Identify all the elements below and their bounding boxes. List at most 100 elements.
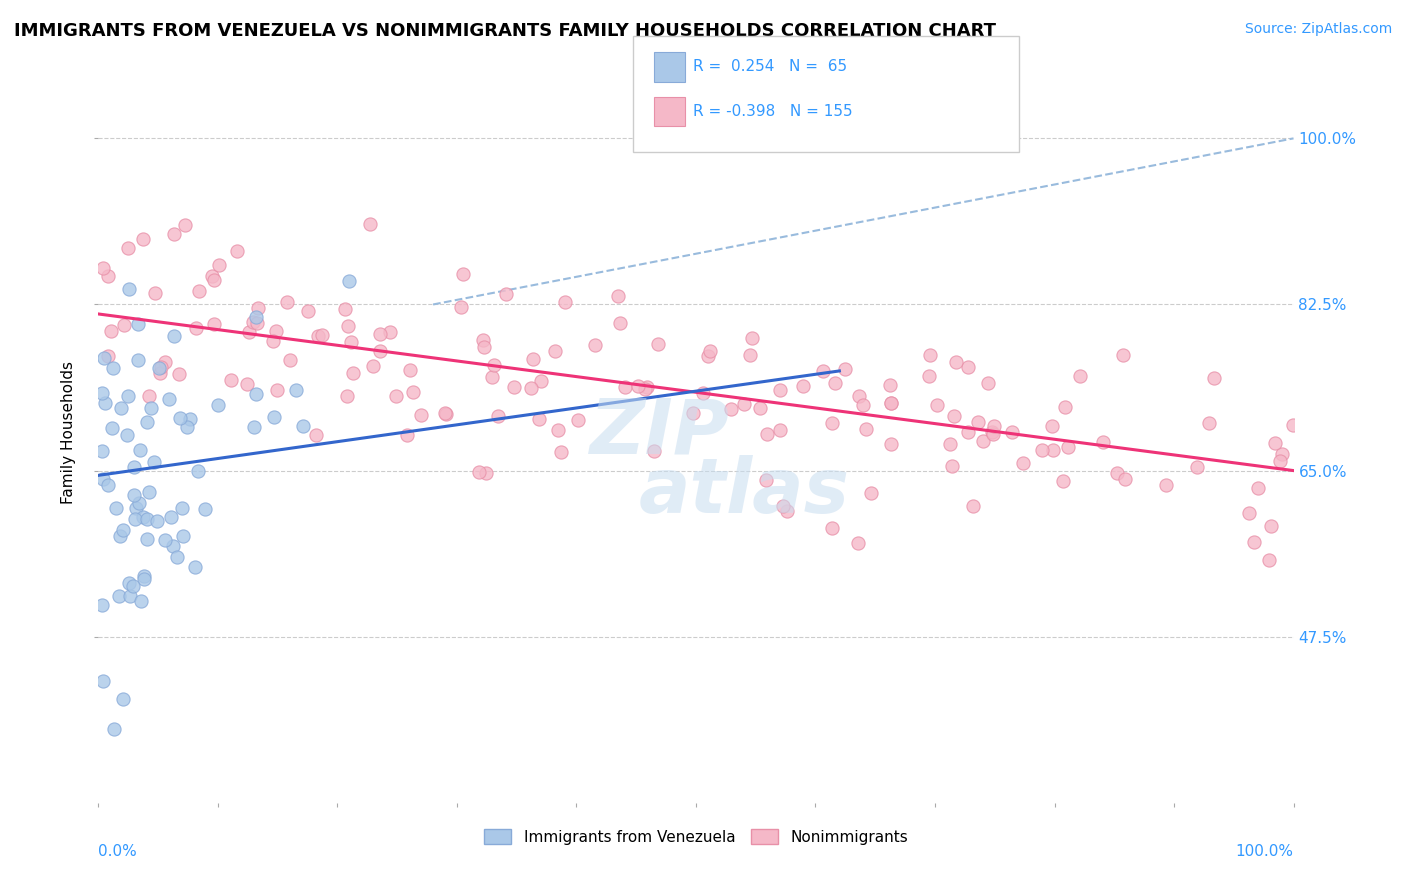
Point	[918, 368, 941, 383]
Point	[848, 389, 870, 403]
Point	[167, 367, 190, 381]
Point	[520, 381, 543, 395]
Text: ZIP: ZIP	[591, 396, 730, 469]
Point	[385, 389, 408, 403]
Point	[132, 232, 155, 246]
Point	[118, 590, 141, 604]
Point	[247, 301, 270, 315]
Point	[433, 406, 456, 420]
Point	[128, 443, 150, 458]
Point	[262, 334, 284, 349]
Point	[242, 314, 264, 328]
Point	[977, 376, 1000, 391]
Point	[769, 383, 792, 397]
Point	[149, 366, 172, 380]
Point	[956, 360, 979, 375]
Point	[91, 385, 114, 400]
Point	[143, 285, 166, 300]
Point	[153, 533, 176, 547]
Point	[824, 376, 846, 390]
Point	[733, 397, 755, 411]
Point	[245, 386, 267, 401]
Point	[100, 324, 122, 338]
Point	[720, 402, 742, 417]
Point	[179, 412, 201, 426]
Point	[450, 301, 472, 315]
Point	[124, 512, 146, 526]
Point	[471, 333, 494, 347]
Point	[495, 287, 517, 301]
Point	[834, 362, 856, 376]
Point	[149, 360, 172, 375]
Point	[297, 303, 319, 318]
Point	[748, 401, 770, 416]
Point	[278, 352, 301, 367]
Point	[776, 504, 799, 518]
Point	[207, 398, 229, 412]
Point	[112, 318, 135, 332]
Point	[163, 329, 186, 343]
Point	[1031, 443, 1053, 458]
Point	[1246, 481, 1268, 495]
Point	[1257, 553, 1279, 567]
Point	[1053, 400, 1076, 414]
Point	[311, 327, 333, 342]
Point	[226, 244, 249, 258]
Point	[93, 351, 115, 366]
Point	[411, 408, 433, 422]
Point	[1112, 348, 1135, 362]
Point	[129, 594, 152, 608]
Point	[481, 370, 503, 384]
Text: 100.0%: 100.0%	[1236, 844, 1294, 858]
Point	[202, 317, 225, 331]
Point	[395, 427, 418, 442]
Point	[1198, 416, 1220, 430]
Point	[136, 415, 159, 429]
Point	[755, 474, 778, 488]
Point	[276, 294, 298, 309]
Point	[472, 339, 495, 353]
Point	[132, 510, 155, 524]
Point	[527, 412, 550, 426]
Point	[155, 354, 177, 368]
Point	[163, 227, 186, 241]
Point	[920, 348, 942, 362]
Point	[643, 444, 665, 458]
Point	[112, 692, 135, 706]
Point	[361, 359, 384, 373]
Point	[184, 321, 207, 335]
Point	[821, 416, 844, 430]
Point	[1260, 518, 1282, 533]
Point	[1092, 434, 1115, 449]
Point	[544, 344, 567, 359]
Point	[1040, 419, 1063, 434]
Point	[169, 411, 191, 425]
Point	[337, 274, 360, 288]
Point	[1154, 478, 1177, 492]
Point	[647, 337, 669, 351]
Point	[609, 316, 631, 330]
Point	[772, 499, 794, 513]
Point	[235, 377, 257, 392]
Point	[157, 392, 180, 407]
Point	[97, 268, 120, 283]
Point	[134, 569, 156, 583]
Point	[468, 465, 491, 479]
Point	[245, 310, 267, 324]
Point	[111, 523, 134, 537]
Point	[124, 459, 146, 474]
Point	[941, 459, 963, 474]
Point	[238, 325, 260, 339]
Point	[741, 331, 763, 345]
Point	[148, 360, 170, 375]
Point	[852, 398, 875, 412]
Point	[166, 550, 188, 565]
Point	[162, 539, 184, 553]
Point	[682, 406, 704, 420]
Point	[1187, 460, 1209, 475]
Point	[202, 273, 225, 287]
Point	[1107, 466, 1129, 480]
Point	[91, 261, 114, 276]
Point	[139, 401, 162, 416]
Point	[219, 373, 242, 387]
